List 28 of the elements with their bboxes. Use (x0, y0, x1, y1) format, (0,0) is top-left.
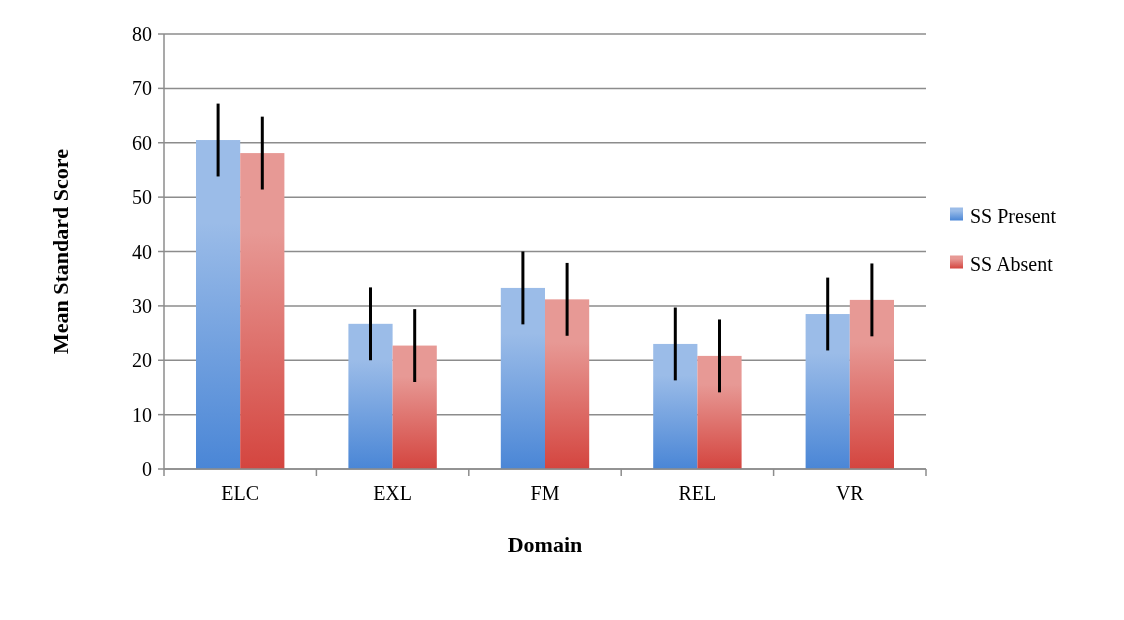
y-tick-label: 20 (132, 349, 152, 372)
y-tick-label: 0 (142, 458, 152, 480)
y-tick-label: 10 (132, 403, 152, 426)
legend-label: SS Absent (970, 252, 1054, 275)
bar (545, 299, 590, 469)
x-tick-label: EXL (373, 482, 413, 504)
y-tick-label: 30 (132, 294, 152, 317)
x-tick-label: VR (835, 482, 865, 504)
bar (697, 355, 742, 469)
bar (348, 323, 393, 469)
bar (500, 287, 545, 469)
bar (849, 299, 894, 469)
y-tick-label: 40 (132, 240, 152, 263)
x-tick-label: FM (530, 482, 560, 504)
bar (805, 314, 850, 469)
y-tick-label: 80 (132, 23, 152, 45)
y-tick-label: 60 (132, 131, 152, 154)
x-tick-label: ELC (221, 482, 260, 504)
legend-label: SS Present (970, 204, 1057, 227)
bar (240, 153, 285, 469)
bar (653, 343, 698, 469)
bar (196, 140, 241, 469)
y-tick-label: 50 (132, 186, 152, 209)
bar (392, 345, 437, 469)
y-axis-title: Mean Standard Score (48, 148, 73, 354)
x-tick-label: REL (678, 482, 717, 504)
y-tick-label: 70 (132, 77, 152, 100)
x-axis-title: Domain (507, 532, 583, 557)
